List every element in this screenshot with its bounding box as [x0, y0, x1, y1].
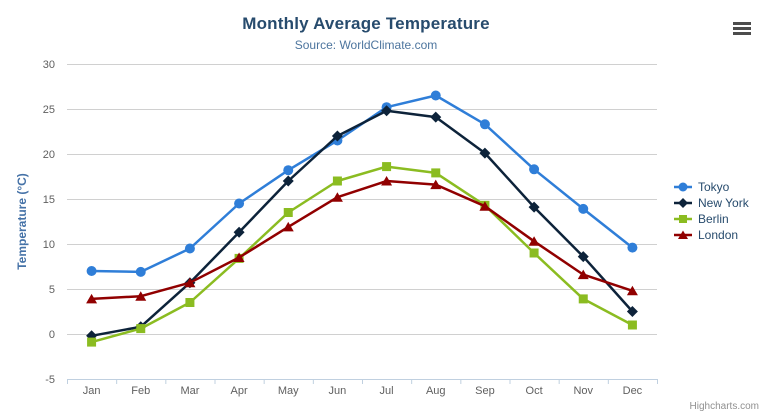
- data-point-tokyo-feb[interactable]: [135, 266, 146, 277]
- legend-symbol-marker[interactable]: [678, 198, 688, 208]
- data-point-berlin-nov[interactable]: [578, 294, 588, 304]
- series-line-berlin[interactable]: [90, 165, 634, 344]
- y-axis-label: 5: [49, 284, 55, 296]
- x-axis-label: Jun: [329, 385, 347, 397]
- data-point-london-aug[interactable]: [430, 179, 442, 190]
- x-axis-label: Nov: [573, 385, 593, 397]
- series-line-new-york[interactable]: [90, 109, 634, 338]
- triangle-marker-icon: [674, 230, 692, 240]
- data-point-london-may[interactable]: [282, 221, 294, 232]
- data-point-tokyo-mar[interactable]: [184, 243, 195, 254]
- legend-item-label: Berlin: [698, 212, 729, 226]
- data-point-new-york-oct[interactable]: [528, 201, 540, 213]
- x-axis-label: Apr: [231, 385, 248, 397]
- legend-symbol-marker[interactable]: [679, 215, 687, 223]
- data-point-new-york-apr[interactable]: [233, 226, 245, 238]
- hamburger-icon: [732, 22, 752, 35]
- data-point-new-york-jul[interactable]: [381, 105, 393, 117]
- data-point-tokyo-apr[interactable]: [234, 198, 245, 209]
- y-axis-label: -5: [45, 374, 55, 386]
- data-point-tokyo-may[interactable]: [283, 165, 294, 176]
- data-point-new-york-jun[interactable]: [331, 130, 343, 142]
- series-line-tokyo[interactable]: [90, 94, 634, 274]
- data-point-berlin-may[interactable]: [283, 208, 293, 217]
- data-point-berlin-aug[interactable]: [431, 168, 441, 178]
- data-point-tokyo-jan[interactable]: [86, 266, 97, 276]
- credits-link[interactable]: Highcharts.com: [689, 401, 759, 412]
- x-axis-label: Oct: [526, 385, 543, 397]
- series-line-london[interactable]: [90, 179, 634, 301]
- data-point-berlin-oct[interactable]: [529, 248, 539, 258]
- legend-item-label: London: [698, 228, 739, 242]
- data-point-berlin-jul[interactable]: [382, 162, 392, 172]
- x-axis-label: Aug: [426, 385, 446, 397]
- legend-symbol-marker[interactable]: [678, 230, 688, 240]
- data-point-london-feb[interactable]: [135, 291, 147, 301]
- data-point-london-jul[interactable]: [381, 176, 393, 186]
- data-point-tokyo-oct[interactable]: [529, 164, 540, 175]
- legend-item-new-york[interactable]: New York: [674, 195, 749, 211]
- data-point-new-york-nov[interactable]: [577, 251, 589, 263]
- x-axis-label: Jul: [380, 385, 394, 397]
- data-point-berlin-feb[interactable]: [136, 324, 146, 334]
- data-point-new-york-sep[interactable]: [479, 147, 491, 159]
- data-point-tokyo-nov[interactable]: [578, 203, 589, 214]
- data-point-london-sep[interactable]: [479, 201, 491, 211]
- data-point-berlin-mar[interactable]: [185, 298, 195, 307]
- data-point-berlin-jun[interactable]: [332, 176, 342, 186]
- y-axis-title: Temperature (°C): [15, 173, 29, 270]
- legend-item-label: New York: [698, 196, 749, 210]
- x-axis-label: Feb: [131, 385, 150, 397]
- y-axis-label: 25: [43, 104, 55, 116]
- data-point-new-york-dec[interactable]: [626, 306, 638, 317]
- y-axis-label: 30: [43, 59, 55, 71]
- y-axis-label: 15: [43, 194, 55, 206]
- x-axis-label: Mar: [180, 385, 199, 397]
- legend-item-london[interactable]: London: [674, 227, 749, 243]
- data-point-london-jun[interactable]: [331, 192, 343, 202]
- legend-item-berlin[interactable]: Berlin: [674, 211, 749, 227]
- data-point-tokyo-dec[interactable]: [627, 242, 638, 253]
- legend-item-label: Tokyo: [698, 180, 730, 194]
- circle-marker-icon: [674, 182, 692, 192]
- legend-symbol-marker[interactable]: [678, 182, 688, 192]
- y-axis-label: 10: [43, 239, 55, 251]
- square-marker-icon: [674, 215, 692, 223]
- legend-item-tokyo[interactable]: Tokyo: [674, 179, 749, 195]
- x-axis-label: Sep: [475, 385, 495, 397]
- data-point-berlin-dec[interactable]: [627, 320, 637, 330]
- diamond-marker-icon: [674, 198, 692, 208]
- data-point-london-nov[interactable]: [577, 269, 589, 280]
- x-axis-label: Jan: [83, 385, 101, 397]
- data-point-london-mar[interactable]: [184, 277, 196, 288]
- data-point-london-jan[interactable]: [86, 293, 98, 304]
- y-axis-label: 0: [49, 329, 55, 341]
- x-axis-label: May: [278, 385, 299, 397]
- data-point-new-york-aug[interactable]: [430, 111, 442, 123]
- data-point-new-york-may[interactable]: [282, 175, 294, 187]
- data-point-london-oct[interactable]: [528, 236, 540, 246]
- data-point-tokyo-sep[interactable]: [479, 119, 490, 130]
- y-axis-label: 20: [43, 149, 55, 161]
- data-point-berlin-jan[interactable]: [87, 337, 97, 347]
- x-axis-label: Dec: [623, 385, 643, 397]
- context-menu-button[interactable]: [730, 19, 754, 40]
- legend: Tokyo New York Berlin London: [674, 179, 749, 243]
- data-point-tokyo-aug[interactable]: [430, 90, 441, 101]
- data-point-london-apr[interactable]: [233, 252, 245, 263]
- data-point-london-dec[interactable]: [626, 285, 638, 296]
